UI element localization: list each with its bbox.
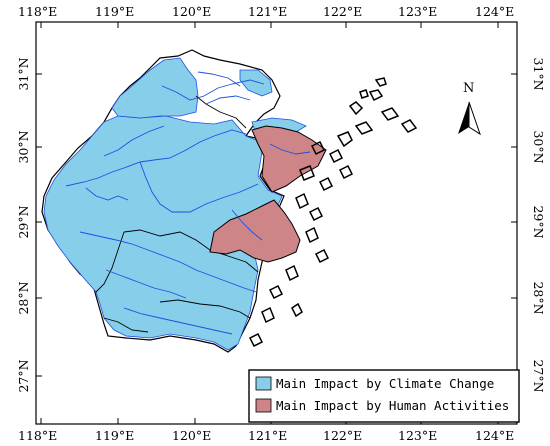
lon-tick-bottom-120: 120°E	[172, 428, 211, 443]
river-network	[65, 71, 311, 335]
lat-tick-right-27: 27°N	[531, 359, 546, 392]
legend-label-climate: Main Impact by Climate Change	[276, 376, 494, 391]
lat-tick-right-29: 29°N	[531, 205, 546, 238]
lat-tick-left-31: 31°N	[16, 57, 31, 90]
lat-tick-left-28: 28°N	[16, 281, 31, 314]
lat-tick-left-30: 30°N	[16, 130, 31, 163]
lon-tick-bottom-122: 122°E	[323, 428, 362, 443]
legend: Main Impact by Climate Change Main Impac…	[248, 369, 520, 423]
lon-tick-top-120: 120°E	[172, 4, 211, 19]
lat-tick-right-30: 30°N	[531, 130, 546, 163]
human-region-north	[251, 125, 327, 193]
map-frame	[35, 21, 518, 425]
lat-tick-left-27: 27°N	[16, 359, 31, 392]
lat-tick-right-31: 31°N	[531, 57, 546, 90]
lat-tick-left-29: 29°N	[16, 205, 31, 238]
lon-tick-top-118: 118°E	[18, 4, 57, 19]
legend-label-human: Main Impact by Human Activities	[276, 398, 509, 413]
lon-tick-bottom-123: 123°E	[398, 428, 437, 443]
legend-swatch-human	[255, 398, 272, 413]
legend-box	[248, 369, 520, 423]
lon-tick-top-119: 119°E	[95, 4, 134, 19]
legend-swatch-climate	[255, 376, 272, 391]
north-arrow: N	[458, 81, 481, 136]
basin-boundaries	[95, 95, 259, 333]
lon-tick-top-121: 121°E	[248, 4, 287, 19]
lon-tick-top-123: 123°E	[398, 4, 437, 19]
human-region-south	[209, 199, 301, 263]
climate-region-north	[111, 57, 199, 119]
lon-tick-bottom-121: 121°E	[248, 428, 287, 443]
lon-tick-bottom-119: 119°E	[95, 428, 134, 443]
lon-tick-bottom-118: 118°E	[18, 428, 57, 443]
lat-tick-right-28: 28°N	[531, 281, 546, 314]
climate-region-main	[43, 115, 283, 351]
coastal-islands	[248, 77, 418, 348]
lon-tick-bottom-124: 124°E	[475, 428, 514, 443]
lon-tick-top-124: 124°E	[475, 4, 514, 19]
north-arrow-label: N	[463, 81, 474, 96]
lon-tick-top-122: 122°E	[323, 4, 362, 19]
